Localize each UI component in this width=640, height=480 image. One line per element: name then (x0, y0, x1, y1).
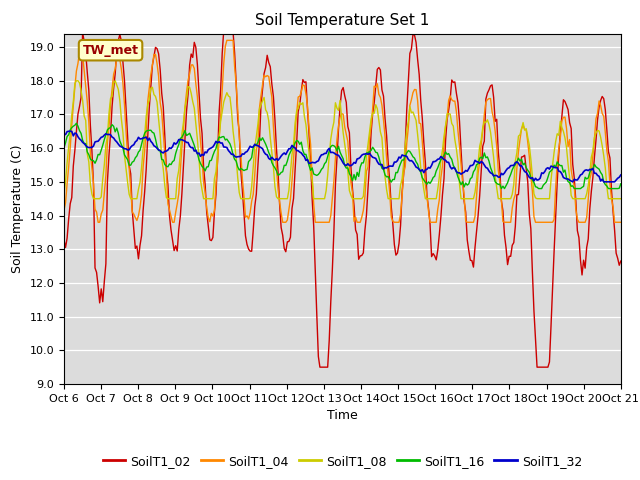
SoilT1_08 (257, 102, 265, 108)
SoilT1_16 (617, 181, 625, 187)
SoilT1_04 (589, 152, 596, 158)
SoilT1_02 (220, 27, 228, 33)
X-axis label: Time: Time (327, 409, 358, 422)
SoilT1_16 (72, 120, 80, 126)
SoilT1_32 (60, 132, 68, 138)
SoilT1_16 (497, 186, 505, 192)
SoilT1_08 (90, 196, 97, 202)
SoilT1_02 (305, 132, 313, 137)
Y-axis label: Soil Temperature (C): Soil Temperature (C) (11, 144, 24, 273)
SoilT1_08 (589, 148, 596, 154)
Line: SoilT1_32: SoilT1_32 (64, 131, 621, 182)
SoilT1_02 (60, 237, 68, 243)
SoilT1_08 (248, 184, 255, 190)
SoilT1_16 (255, 135, 263, 141)
SoilT1_16 (305, 163, 313, 168)
SoilT1_02 (129, 207, 136, 213)
Line: SoilT1_16: SoilT1_16 (64, 123, 621, 189)
SoilT1_02 (228, 27, 236, 33)
SoilT1_32 (246, 144, 254, 149)
SoilT1_04 (307, 142, 314, 147)
SoilT1_16 (228, 145, 236, 151)
SoilT1_32 (228, 152, 236, 157)
SoilT1_32 (617, 172, 625, 178)
SoilT1_02 (617, 258, 625, 264)
SoilT1_16 (246, 157, 254, 163)
SoilT1_08 (60, 192, 68, 197)
SoilT1_02 (316, 364, 324, 370)
SoilT1_04 (229, 37, 237, 43)
SoilT1_32 (569, 179, 577, 185)
SoilT1_04 (223, 37, 230, 43)
SoilT1_32 (305, 160, 313, 166)
SoilT1_08 (617, 196, 625, 202)
SoilT1_32 (130, 142, 138, 148)
SoilT1_04 (94, 219, 102, 225)
SoilT1_32 (255, 144, 263, 150)
SoilT1_08 (72, 78, 80, 84)
Line: SoilT1_02: SoilT1_02 (64, 30, 621, 367)
SoilT1_16 (589, 166, 596, 171)
Text: TW_met: TW_met (83, 44, 139, 57)
SoilT1_04 (60, 207, 68, 213)
SoilT1_16 (130, 158, 138, 164)
SoilT1_08 (229, 128, 237, 134)
SoilT1_02 (589, 174, 596, 180)
Legend: SoilT1_02, SoilT1_04, SoilT1_08, SoilT1_16, SoilT1_32: SoilT1_02, SoilT1_04, SoilT1_08, SoilT1_… (98, 450, 587, 473)
SoilT1_02 (246, 248, 254, 254)
SoilT1_32 (589, 166, 596, 171)
SoilT1_16 (60, 144, 68, 150)
Line: SoilT1_08: SoilT1_08 (64, 81, 621, 199)
SoilT1_04 (248, 198, 255, 204)
SoilT1_04 (257, 93, 265, 98)
Title: Soil Temperature Set 1: Soil Temperature Set 1 (255, 13, 429, 28)
SoilT1_02 (255, 139, 263, 144)
SoilT1_32 (67, 128, 74, 134)
SoilT1_04 (617, 219, 625, 225)
Line: SoilT1_04: SoilT1_04 (64, 40, 621, 222)
SoilT1_08 (307, 172, 314, 178)
SoilT1_04 (130, 211, 138, 217)
SoilT1_08 (131, 196, 139, 202)
